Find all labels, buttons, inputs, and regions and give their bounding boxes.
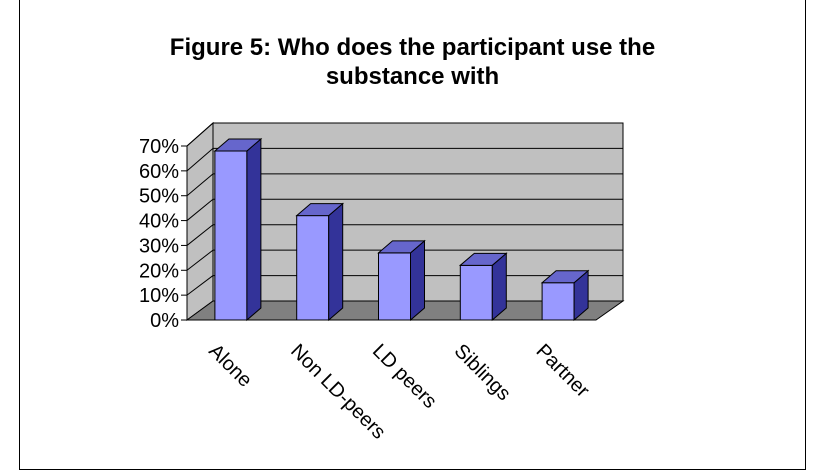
y-tick-label: 60% bbox=[139, 161, 179, 183]
chart-title-line-2: substance with bbox=[325, 63, 500, 90]
bar-side bbox=[328, 202, 344, 322]
category-label: Siblings bbox=[450, 340, 515, 405]
y-tick-label: 10% bbox=[139, 285, 179, 307]
bar-front bbox=[214, 150, 248, 321]
gridline-side bbox=[186, 275, 214, 296]
bar-front bbox=[541, 282, 575, 321]
bar-alone bbox=[213, 137, 263, 322]
bar-top bbox=[458, 252, 508, 266]
y-tick-label: 30% bbox=[139, 235, 179, 257]
bar-top bbox=[213, 138, 263, 152]
y-tick-labels: 0% 10% 20% 30%40% 50% 60% 70% bbox=[139, 136, 179, 332]
bar-side bbox=[246, 137, 262, 322]
y-tick-label: 70% bbox=[139, 136, 179, 158]
bar-partner bbox=[540, 269, 590, 322]
chart-title: Figure 5: Who does the participant use t… bbox=[19, 33, 806, 91]
bar-top bbox=[377, 240, 426, 254]
bar-ld-peers bbox=[377, 239, 426, 322]
category-label: LD peers bbox=[368, 340, 441, 413]
side-wall bbox=[186, 121, 214, 321]
category-label: Partner bbox=[532, 340, 594, 402]
y-tick-label: 40% bbox=[139, 211, 179, 233]
bar-non-ld-peers bbox=[295, 202, 345, 322]
category-label: Alone bbox=[204, 340, 256, 392]
gridline-side bbox=[186, 173, 214, 197]
bar-front bbox=[378, 252, 411, 321]
gridline-side bbox=[186, 122, 214, 147]
gridline-side bbox=[186, 148, 214, 172]
bar-front bbox=[459, 264, 493, 321]
gridline-side bbox=[186, 198, 214, 221]
bars bbox=[213, 137, 590, 322]
y-tick-label: 20% bbox=[139, 260, 179, 282]
bar-front bbox=[296, 215, 330, 321]
y-tick-label: 0% bbox=[150, 310, 179, 332]
chart-title-line-1: Figure 5: Who does the participant use t… bbox=[169, 34, 656, 61]
y-tick-label: 50% bbox=[139, 186, 179, 208]
bar-top bbox=[540, 270, 590, 284]
bar-side bbox=[410, 239, 425, 322]
bar-top bbox=[295, 203, 345, 217]
bar-siblings bbox=[458, 252, 508, 322]
gridline-side bbox=[186, 224, 214, 246]
gridline-side bbox=[186, 249, 214, 271]
